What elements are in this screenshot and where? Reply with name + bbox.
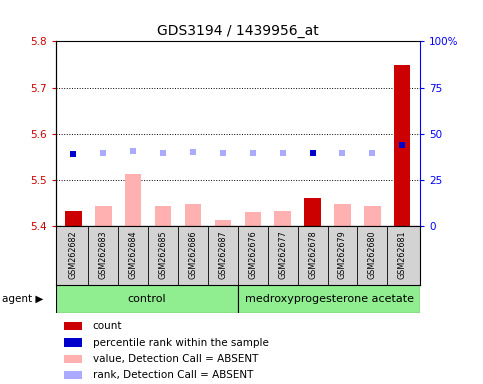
Bar [215, 220, 231, 226]
Text: GSM262679: GSM262679 [338, 230, 347, 279]
Bar [64, 339, 83, 346]
Text: GSM262678: GSM262678 [308, 230, 317, 279]
Text: count: count [93, 321, 122, 331]
Bar [64, 355, 83, 362]
Bar [304, 198, 321, 226]
Text: GSM262676: GSM262676 [248, 230, 257, 279]
Text: GSM262687: GSM262687 [218, 230, 227, 279]
Text: percentile rank within the sample: percentile rank within the sample [93, 338, 269, 348]
Bar [394, 65, 411, 226]
Bar [64, 371, 83, 379]
Text: GSM262680: GSM262680 [368, 230, 377, 279]
Text: GSM262683: GSM262683 [99, 230, 108, 279]
Text: medroxyprogesterone acetate: medroxyprogesterone acetate [244, 294, 413, 304]
Bar [64, 323, 83, 330]
Text: GSM262677: GSM262677 [278, 230, 287, 279]
Bar [334, 204, 351, 226]
Text: agent ▶: agent ▶ [2, 294, 44, 304]
Bar [65, 211, 82, 226]
Bar [95, 206, 112, 226]
Text: GSM262681: GSM262681 [398, 230, 407, 279]
Bar [238, 285, 420, 313]
Bar [185, 204, 201, 226]
Text: control: control [128, 294, 166, 304]
Text: GSM262686: GSM262686 [188, 230, 198, 279]
Bar [56, 285, 238, 313]
Text: GSM262684: GSM262684 [129, 230, 138, 279]
Bar [155, 206, 171, 226]
Text: rank, Detection Call = ABSENT: rank, Detection Call = ABSENT [93, 370, 253, 380]
Bar [125, 174, 142, 226]
Text: value, Detection Call = ABSENT: value, Detection Call = ABSENT [93, 354, 258, 364]
Text: GSM262685: GSM262685 [158, 230, 168, 279]
Bar [244, 212, 261, 226]
Bar [364, 206, 381, 226]
Text: GSM262682: GSM262682 [69, 230, 78, 279]
Title: GDS3194 / 1439956_at: GDS3194 / 1439956_at [157, 24, 319, 38]
Bar [274, 211, 291, 226]
